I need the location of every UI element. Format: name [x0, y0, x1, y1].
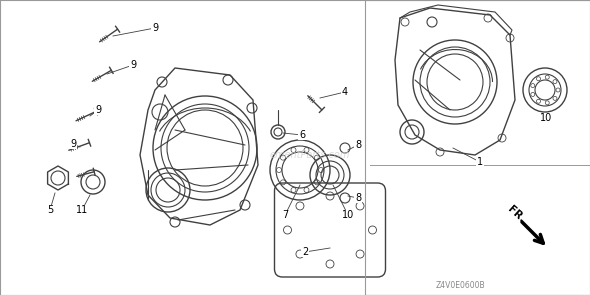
Text: Z4V0E0600B: Z4V0E0600B	[435, 281, 485, 289]
Text: ementParts.com: ementParts.com	[270, 150, 350, 160]
Text: 1: 1	[477, 157, 483, 167]
Text: 9: 9	[130, 60, 136, 70]
Text: 6: 6	[299, 130, 305, 140]
Text: 9: 9	[152, 23, 158, 33]
Text: 11: 11	[76, 205, 88, 215]
Text: 10: 10	[342, 210, 354, 220]
Text: 2: 2	[302, 247, 308, 257]
Text: 9: 9	[95, 105, 101, 115]
Text: 10: 10	[540, 113, 552, 123]
Text: 8: 8	[355, 193, 361, 203]
Text: 7: 7	[282, 210, 288, 220]
Text: 4: 4	[342, 87, 348, 97]
Text: 9: 9	[70, 139, 76, 149]
Text: FR.: FR.	[506, 204, 526, 224]
Text: 5: 5	[47, 205, 53, 215]
Text: 8: 8	[355, 140, 361, 150]
